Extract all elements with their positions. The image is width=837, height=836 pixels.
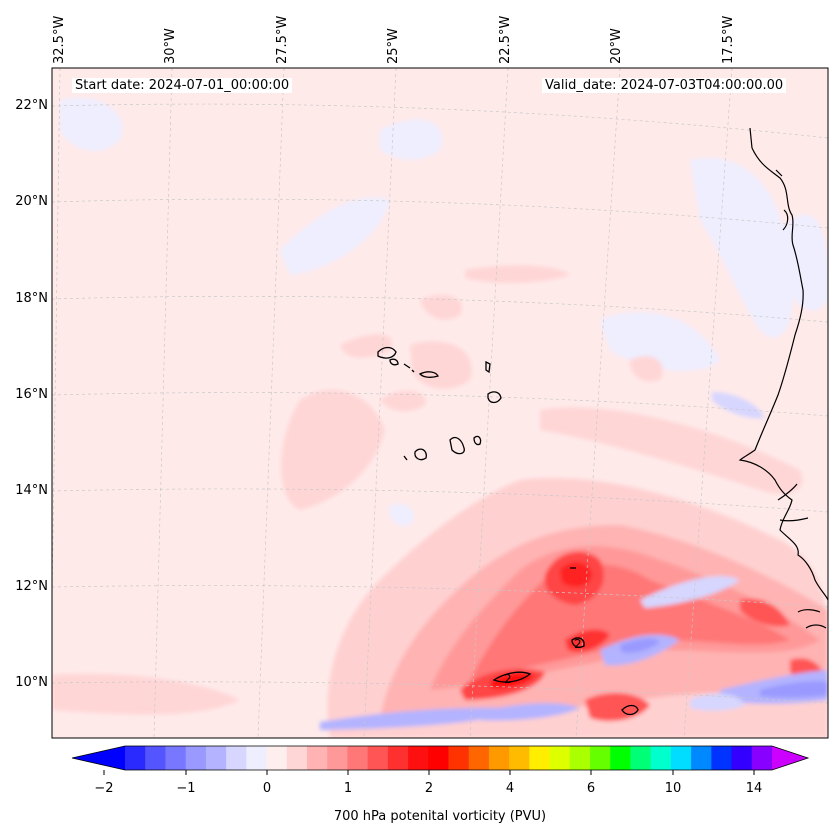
colorbar-segment xyxy=(408,746,429,770)
colorbar-segment xyxy=(327,746,348,770)
positive-pv-band xyxy=(470,564,790,680)
negative-pv-patch xyxy=(600,312,720,371)
lat-label: 20°N xyxy=(15,194,48,209)
negative-pv-streak xyxy=(320,707,520,730)
colorbar-segment xyxy=(387,746,409,770)
positive-pv-patch xyxy=(465,265,570,283)
colorbar-segment xyxy=(569,746,591,770)
negative-pv-streak xyxy=(640,576,740,608)
lat-label: 18°N xyxy=(15,291,48,306)
positive-pv-patch xyxy=(630,356,663,382)
pv-2-contours xyxy=(492,567,639,716)
cape-verde-islands xyxy=(377,346,502,461)
colorbar-segment xyxy=(529,746,551,770)
graticule xyxy=(52,68,828,738)
colorbar-segment xyxy=(367,746,389,770)
colorbar-segment xyxy=(448,746,470,770)
colorbar-segment xyxy=(266,746,288,770)
colorbar-segment xyxy=(185,746,207,770)
valid-date-label: Valid_date: 2024-07-03T04:00:00.00 xyxy=(542,78,787,93)
negative-pv-streak xyxy=(620,638,660,653)
colorbar-label: 700 hPa potenital vorticity (PVU) xyxy=(333,809,547,824)
colorbar-segment xyxy=(226,746,247,770)
colorbar-segment xyxy=(751,746,773,770)
colorbar-segment xyxy=(549,746,571,770)
colorbar-outline xyxy=(71,745,810,771)
colorbar-tick-label: −2 xyxy=(94,781,114,796)
start-date-label: Start date: 2024-07-01_00:00:00 xyxy=(72,78,293,93)
colorbar-segment xyxy=(286,746,308,770)
colorbar-tick-label: 14 xyxy=(745,781,763,796)
colorbar-segment xyxy=(246,746,268,770)
colorbar-extend-max xyxy=(772,746,808,770)
negative-pv-streak xyxy=(760,681,828,698)
lon-label: 32.5°W xyxy=(52,15,67,64)
coastline xyxy=(738,127,828,629)
colorbar-segment xyxy=(165,746,187,770)
lon-label: 20°W xyxy=(609,28,624,64)
colorbar-segment xyxy=(630,746,652,770)
positive-pv-patch xyxy=(540,407,803,494)
colorbar-tick-label: 4 xyxy=(505,781,515,796)
positive-pv-patch xyxy=(52,673,240,715)
lon-label: 22.5°W xyxy=(498,15,513,64)
lat-label: 16°N xyxy=(15,387,48,402)
colorbar-tick-label: 1 xyxy=(343,781,353,796)
negative-pv-streak xyxy=(480,703,580,721)
svg-text:2: 2 xyxy=(574,637,582,651)
colorbar-segment xyxy=(428,746,449,770)
colorbar-segment xyxy=(731,746,753,770)
colorbar-tick-label: −1 xyxy=(176,781,196,796)
lat-label: 14°N xyxy=(15,483,48,498)
lat-label: 12°N xyxy=(15,579,48,594)
colorbar-segment xyxy=(650,746,672,770)
negative-pv-patch xyxy=(60,98,123,151)
colorbar-segment xyxy=(488,746,510,770)
colorbar xyxy=(71,745,810,775)
colorbar-segment xyxy=(610,746,631,770)
colorbar-tick-label: 0 xyxy=(262,781,272,796)
positive-pv-core xyxy=(560,562,592,587)
lat-label: 22°N xyxy=(15,98,48,113)
negative-pv-patch xyxy=(280,197,390,275)
colorbar-segment xyxy=(306,746,328,770)
colorbar-extend-min xyxy=(72,746,125,770)
negative-pv-patch xyxy=(389,504,414,526)
lon-label: 17.5°W xyxy=(721,15,736,64)
colorbar-tick-label: 10 xyxy=(664,781,682,796)
colorbar-tick-label: 6 xyxy=(586,781,596,796)
positive-pv-patch xyxy=(380,390,426,412)
svg-text:2: 2 xyxy=(504,672,512,686)
lon-label: 25°W xyxy=(386,28,401,64)
colorbar-segment xyxy=(691,746,712,770)
colorbar-segment xyxy=(145,746,166,770)
colorbar-segment xyxy=(125,746,146,770)
lon-label: 30°W xyxy=(163,28,178,64)
colorbar-segment xyxy=(509,746,530,770)
negative-pv-patch xyxy=(690,158,793,338)
negative-pv-patch xyxy=(380,119,442,160)
colorbar-segment xyxy=(590,746,611,770)
positive-pv-core xyxy=(740,598,790,627)
colorbar-segment xyxy=(347,746,369,770)
map-area[interactable]: 2 2 xyxy=(50,68,828,738)
colorbar-segment xyxy=(711,746,733,770)
lat-label: 10°N xyxy=(15,675,48,690)
positive-pv-patch xyxy=(281,390,385,510)
colorbar-segment xyxy=(205,746,227,770)
colorbar-segment xyxy=(670,746,692,770)
pv-contour-fields xyxy=(52,98,828,738)
lon-label: 27.5°W xyxy=(275,15,290,64)
map-frame xyxy=(51,67,829,739)
contour-labels: 2 2 xyxy=(504,637,582,686)
negative-pv-patch xyxy=(712,392,765,419)
positive-pv-patch xyxy=(420,295,462,320)
colorbar-segment xyxy=(468,746,490,770)
negative-pv-streak xyxy=(690,693,745,711)
colorbar-tick-label: 2 xyxy=(424,781,434,796)
